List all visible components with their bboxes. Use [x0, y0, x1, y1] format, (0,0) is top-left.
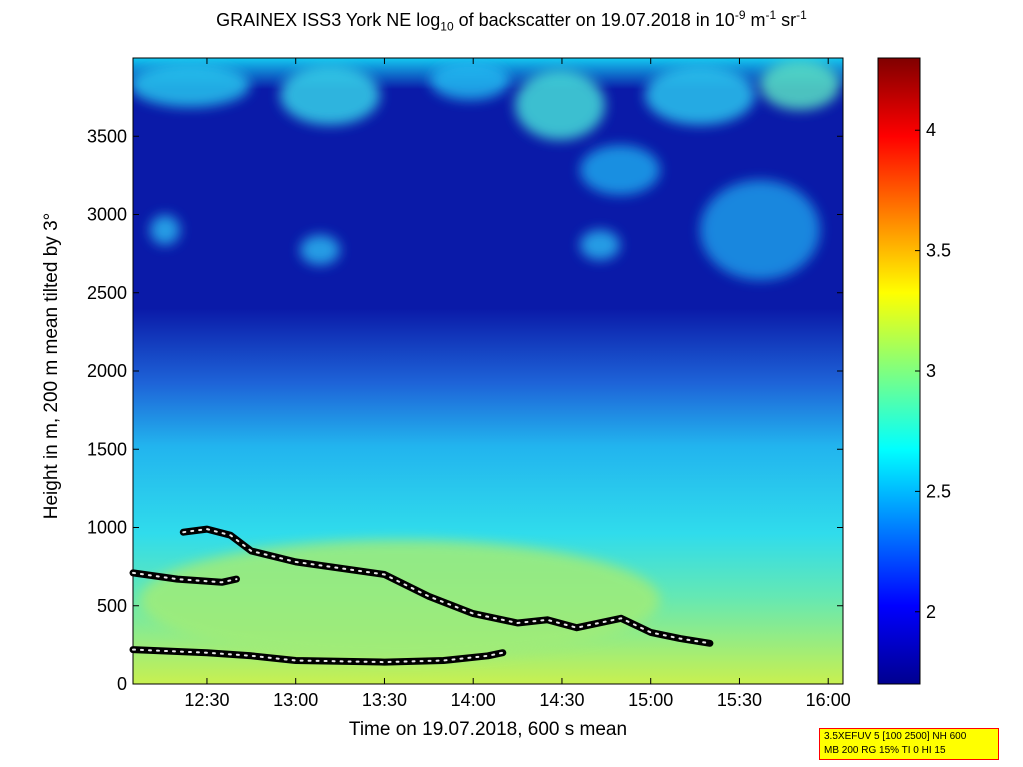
layer-lower-markers — [132, 648, 504, 664]
info-line-1: 3.5XEFUV 5 [100 2500] NH 600 — [824, 731, 967, 742]
x-axis: 12:30 13:00 13:30 14:00 14:30 15:00 15:30 16:00 — [184, 58, 851, 710]
y-tick-label: 1500 — [87, 439, 127, 459]
x-tick-label: 15:00 — [628, 690, 673, 710]
y-tick-label: 3000 — [87, 205, 127, 225]
chart-title: GRAINEX ISS3 York NE log10 of backscatte… — [216, 8, 807, 34]
x-tick-label: 14:00 — [451, 690, 496, 710]
x-axis-label: Time on 19.07.2018, 600 s mean — [348, 719, 628, 740]
aerosol-layers — [129, 525, 714, 666]
y-tick-label: 1000 — [87, 518, 127, 538]
colorbar-tick-label: 3 — [926, 361, 936, 381]
x-tick-label: 14:30 — [539, 690, 584, 710]
x-tick-label: 16:00 — [806, 690, 851, 710]
colorbar-tick-label: 2 — [926, 602, 936, 622]
colorbar-tick-label: 2.5 — [926, 481, 951, 501]
info-box: 3.5XEFUV 5 [100 2500] NH 600 MB 200 RG 1… — [819, 728, 999, 760]
colorbar-axis: 2 2.5 3 3.5 4 — [915, 120, 951, 622]
x-tick-label: 13:30 — [362, 690, 407, 710]
layer-upper-markers — [182, 528, 711, 645]
x-tick-label: 12:30 — [184, 690, 229, 710]
info-line-2: MB 200 RG 15% TI 0 HI 15 — [824, 745, 946, 756]
y-tick-label: 3500 — [87, 126, 127, 146]
y-tick-label: 500 — [97, 596, 127, 616]
colorbar-tick-label: 3.5 — [926, 241, 951, 261]
y-axis: 0 500 1000 1500 2000 2500 3000 3500 — [87, 126, 843, 694]
layer-middle-markers — [132, 571, 238, 584]
x-tick-label: 15:30 — [717, 690, 762, 710]
y-tick-label: 0 — [117, 674, 127, 694]
y-axis-label: Height in m, 200 m mean tilted by 3° — [41, 212, 62, 520]
y-tick-label: 2500 — [87, 283, 127, 303]
y-tick-label: 2000 — [87, 361, 127, 381]
colorbar — [878, 58, 920, 684]
heatmap-area — [133, 58, 843, 684]
colorbar-tick-label: 4 — [926, 120, 936, 140]
x-tick-label: 13:00 — [273, 690, 318, 710]
